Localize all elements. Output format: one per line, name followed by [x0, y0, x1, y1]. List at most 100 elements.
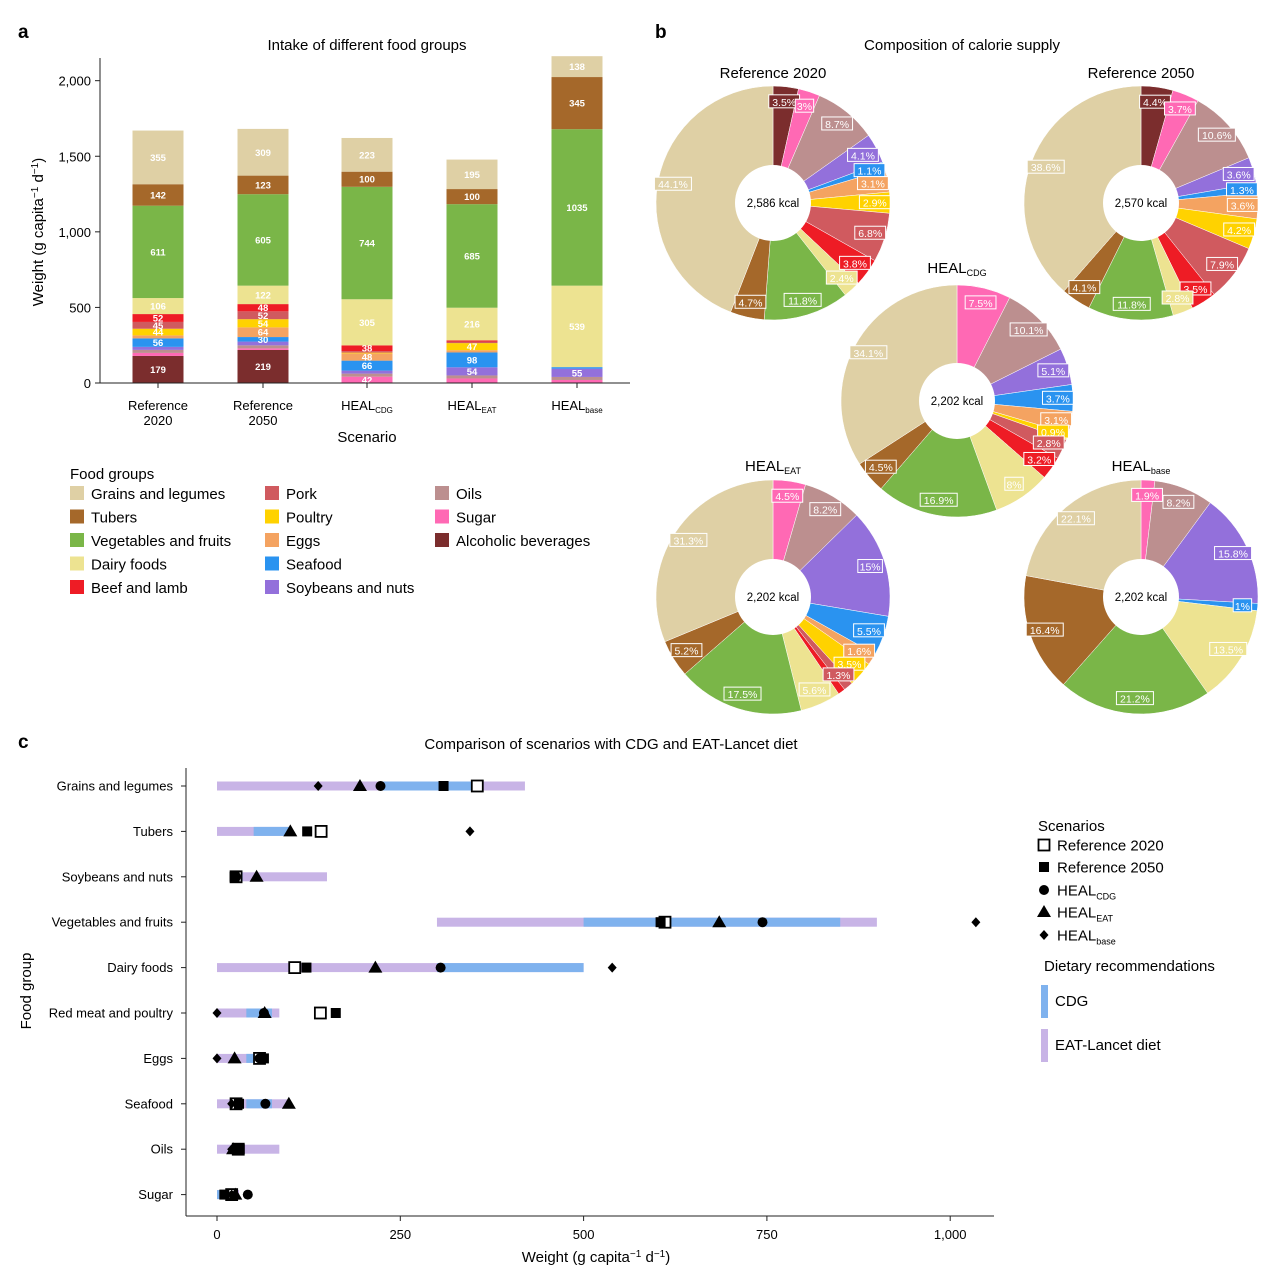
- c-y-tick-label-red-meat-and-poultry: Red meat and poultry: [49, 1006, 174, 1021]
- cdg-range-vegetables-and-fruits: [583, 917, 841, 927]
- bar-segment-tubers: [341, 171, 393, 187]
- eat-lancet-range-oils: [217, 1144, 280, 1154]
- point-heal-base: [465, 826, 475, 837]
- bar-segment-beef-and-lamb: [237, 304, 289, 312]
- pie-label-box: [653, 176, 692, 191]
- pie-label-box: [1226, 197, 1259, 212]
- pie-slice-label: 8.2%: [813, 505, 837, 517]
- legend-swatch-tubers: [70, 509, 84, 524]
- point-heal-eat: [352, 779, 367, 791]
- legend-swatch-alcoholic-beverages: [435, 533, 449, 547]
- legend-swatch-seafood: [265, 556, 279, 571]
- bar-segment-vegetables-and-fruits: [341, 186, 393, 300]
- bar-segment-label: 1035: [566, 203, 588, 214]
- legend-label-vegetables-and-fruits: Vegetables and fruits: [91, 533, 231, 550]
- point-heal-eat: [227, 1051, 242, 1064]
- cdg-range-grains-and-legumes: [381, 781, 474, 791]
- bar-segment-eggs: [132, 335, 184, 339]
- pie-slice-label: 3%: [797, 101, 812, 113]
- legend-label-grains-and-legumes: Grains and legumes: [91, 486, 225, 503]
- a-y-axis-label: Weight (g capita−1 d−1): [30, 158, 48, 306]
- cdg-range-tubers: [253, 826, 291, 836]
- pie-slice-label: 2.8%: [1166, 293, 1190, 305]
- point-reference-2020: [288, 961, 302, 974]
- pie-slice-label: 5.2%: [675, 646, 699, 658]
- bar-segment-label: 48: [258, 303, 269, 314]
- a-y-tick-label: 2,000: [58, 74, 91, 89]
- panel-b-title: Composition of calorie supply: [864, 37, 1060, 54]
- pie-slice-label: 5.1%: [1041, 366, 1065, 378]
- pie-slice-label: 4.2%: [1227, 225, 1251, 237]
- pie-slice-label: 38.6%: [1031, 162, 1061, 174]
- pie-center-total: 2,570 kcal: [1115, 198, 1167, 210]
- bar-segment-label: 219: [255, 362, 271, 373]
- c-y-tick-label-grains-and-legumes: Grains and legumes: [57, 779, 174, 794]
- pie-slice-label: 5.6%: [803, 685, 827, 697]
- bar-segment-label: 56: [153, 338, 164, 349]
- point-heal-cdg: [435, 962, 446, 973]
- pie-slice-label: 4.5%: [869, 462, 893, 474]
- bar-segment-vegetables-and-fruits: [551, 129, 603, 286]
- pie-label-box: [858, 195, 891, 210]
- bar-segment-sugar: [132, 352, 184, 356]
- bar-segment-eggs: [341, 353, 393, 361]
- a-bars: 1795644455210661114235521930645452481226…: [132, 56, 603, 386]
- pie-slice-label: 1.6%: [847, 646, 871, 658]
- bar-segment-oils: [132, 349, 184, 353]
- legend-swatch-pork: [265, 486, 279, 500]
- bar-segment-label: 744: [359, 239, 376, 250]
- bar-segment-poultry: [446, 343, 498, 351]
- panel-letter-b: b: [655, 22, 667, 43]
- point-heal-cdg: [757, 917, 768, 928]
- bar-segment-label: 44: [153, 328, 164, 339]
- pie-slice-label: 8.2%: [1166, 497, 1190, 509]
- bar-segment-label: 223: [359, 150, 375, 161]
- pie-slice-label: 15%: [860, 562, 881, 574]
- bar-segment-label: 106: [150, 302, 166, 313]
- bar-segment-label: 216: [464, 320, 480, 331]
- bar-segment-oils: [551, 376, 603, 380]
- cdg-legend-label: CDG: [1055, 993, 1088, 1010]
- bar-segment-label: 138: [569, 62, 585, 73]
- legend-label-sugar: Sugar: [456, 510, 496, 527]
- pie-label-box: [1131, 487, 1163, 502]
- pie-slice-label: 1%: [1235, 601, 1250, 613]
- pie-label-box: [723, 686, 762, 701]
- bar-segment-pork: [341, 351, 393, 353]
- pie-label-box: [847, 147, 879, 162]
- bar-segment-vegetables-and-fruits: [446, 204, 498, 308]
- c-x-axis-label: Weight (g capita−1 d−1): [522, 1249, 670, 1267]
- point-heal-cdg: [375, 781, 386, 791]
- cdg-range-dairy-foods: [436, 963, 584, 973]
- panel-letter-c: c: [18, 732, 29, 753]
- c-plot-area: 0 250 500 750 1,000 Grains and legumes Tubers S…: [49, 768, 994, 1242]
- a-y-tick-label: 0: [84, 376, 91, 391]
- pie-label-box: [1161, 290, 1194, 305]
- point-heal-cdg: [231, 871, 242, 882]
- pie-slice-label: 4.5%: [775, 491, 799, 503]
- c-y-tick-label-seafood: Seafood: [125, 1096, 173, 1111]
- bar-segment-label: 122: [255, 290, 271, 301]
- pie-slice-vegetables-and-fruits: [880, 400, 997, 518]
- bar-segment-sugar: [446, 378, 498, 383]
- pie-title: Reference 2020: [720, 65, 827, 82]
- pie-slice-label: 13.5%: [1213, 644, 1243, 656]
- eat-lancet-range-grains-and-legumes: [217, 781, 525, 791]
- a-x-tick-label: Reference: [233, 398, 293, 413]
- pie-label-box: [1209, 641, 1248, 656]
- recommendations-legend-title: Dietary recommendations: [1044, 958, 1215, 975]
- pie-slice-label: 3.1%: [861, 179, 885, 191]
- pie-slice-label: 2.4%: [830, 273, 854, 285]
- bar-segment-label: 48: [362, 353, 373, 364]
- pie-slice-label: 22.1%: [1061, 514, 1091, 526]
- bar-segment-label: 179: [150, 365, 166, 376]
- bar-segment-label: 345: [569, 99, 586, 110]
- pie-label-box: [1162, 494, 1195, 509]
- c-y-tick-label-eggs: Eggs: [143, 1051, 173, 1066]
- pie-label-box: [1222, 166, 1255, 181]
- pie-label-box: [734, 294, 767, 309]
- bar-segment-label: 55: [572, 368, 583, 379]
- pie-slice-label: 8%: [1006, 479, 1021, 491]
- legend-label-heal-cdg: HEALCDG: [1057, 883, 1116, 902]
